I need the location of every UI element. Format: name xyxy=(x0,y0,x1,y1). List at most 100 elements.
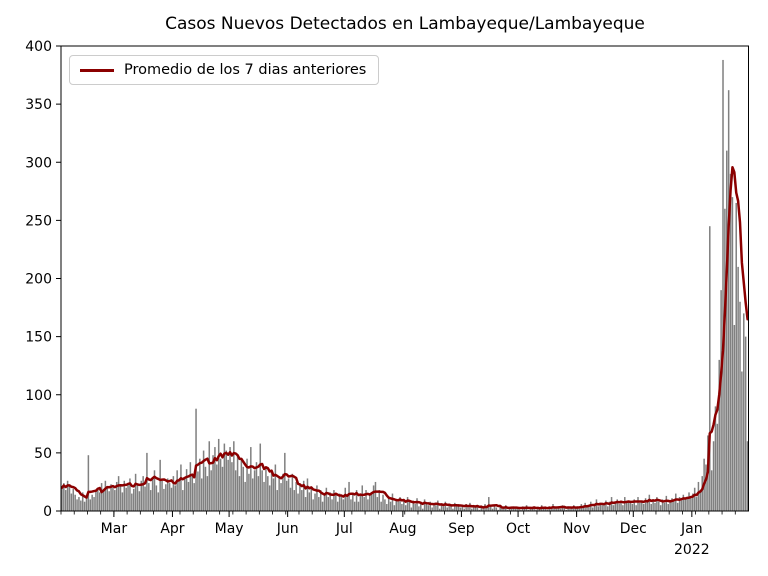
daily-cases-bar xyxy=(233,441,235,511)
daily-cases-bar xyxy=(482,508,484,511)
daily-cases-bar xyxy=(608,501,611,511)
daily-cases-bar xyxy=(121,492,124,511)
daily-cases-bar xyxy=(455,506,458,511)
daily-cases-bar xyxy=(406,497,409,511)
daily-cases-bar xyxy=(395,499,398,512)
daily-cases-bar xyxy=(648,494,651,511)
daily-cases-bar xyxy=(527,509,530,511)
daily-cases-bar xyxy=(214,447,216,511)
daily-cases-bar xyxy=(284,452,286,512)
daily-cases-bar xyxy=(661,499,664,512)
daily-cases-bar xyxy=(117,476,120,512)
daily-cases-bar xyxy=(471,508,473,511)
daily-cases-bar xyxy=(437,500,439,511)
daily-cases-bar xyxy=(478,509,481,511)
daily-cases-bar xyxy=(242,466,245,511)
daily-cases-bar xyxy=(95,490,97,511)
daily-cases-bar xyxy=(588,505,590,511)
daily-cases-bar xyxy=(333,490,335,511)
daily-cases-bar xyxy=(673,501,675,511)
x-axis: Mar Apr May Jun Jul Aug Sep Oct Nov Dec Jan 2022 xyxy=(101,511,710,558)
daily-cases-bar xyxy=(74,494,76,511)
daily-cases-bar xyxy=(66,480,69,511)
daily-cases-bar xyxy=(259,443,262,511)
daily-cases-bar xyxy=(127,483,129,511)
daily-cases-bar xyxy=(654,502,656,511)
daily-cases-bar xyxy=(444,501,447,511)
daily-cases-bar xyxy=(693,487,696,511)
daily-cases-bar xyxy=(369,494,371,511)
x-axis-tick-label: Aug xyxy=(389,521,416,537)
daily-cases-bar xyxy=(251,478,254,511)
x-axis-tick-label: Apr xyxy=(160,521,184,537)
daily-cases-bar xyxy=(344,487,347,511)
daily-cases-bar xyxy=(355,490,358,511)
daily-cases-bar xyxy=(737,266,739,512)
daily-cases-bar xyxy=(295,481,297,511)
daily-cases-bar xyxy=(267,476,269,512)
daily-cases-bar xyxy=(680,500,683,511)
daily-cases-bar xyxy=(601,505,603,511)
daily-cases-bar xyxy=(386,504,388,511)
daily-cases-bar xyxy=(210,470,212,511)
daily-cases-bar xyxy=(155,485,158,511)
daily-cases-bar xyxy=(599,502,601,511)
daily-cases-bar xyxy=(675,493,677,511)
daily-cases-bar xyxy=(174,485,177,511)
daily-cases-bar xyxy=(183,478,186,511)
daily-cases-bar xyxy=(450,505,452,511)
daily-cases-bar xyxy=(176,470,178,511)
daily-cases-bar xyxy=(612,505,615,511)
daily-cases-bar xyxy=(91,494,93,511)
daily-cases-bar xyxy=(138,491,141,511)
daily-cases-bar xyxy=(448,504,450,511)
x-axis-tick-label: Jun xyxy=(276,521,299,537)
daily-cases-bar xyxy=(172,476,175,512)
y-axis-tick-label: 100 xyxy=(25,388,52,404)
daily-cases-bar xyxy=(682,494,685,511)
daily-cases-bar xyxy=(423,499,426,512)
daily-cases-bar xyxy=(486,507,488,511)
daily-cases-bar xyxy=(72,488,75,511)
daily-cases-bar xyxy=(514,508,516,511)
x-axis-tick-label: Sep xyxy=(448,521,475,537)
daily-cases-bar xyxy=(282,473,284,511)
x-axis-tick-label: May xyxy=(215,521,244,537)
daily-cases-bar xyxy=(274,464,277,511)
daily-cases-bar xyxy=(178,480,180,511)
daily-cases-bar xyxy=(625,502,628,511)
daily-cases-bar xyxy=(114,490,116,511)
daily-cases-bar xyxy=(631,504,634,511)
daily-cases-bar xyxy=(265,466,267,511)
daily-cases-bar xyxy=(357,501,360,511)
daily-cases-bar xyxy=(199,458,201,511)
daily-cases-bar xyxy=(270,470,273,511)
plot-frame xyxy=(60,45,749,512)
daily-cases-bar xyxy=(399,497,401,511)
daily-cases-bar xyxy=(597,506,600,511)
daily-cases-bar xyxy=(544,507,547,511)
daily-cases-bar xyxy=(374,481,377,511)
daily-cases-bar xyxy=(142,476,144,512)
daily-cases-bar xyxy=(620,501,622,511)
daily-cases-bar xyxy=(310,487,313,511)
daily-cases-bar xyxy=(206,476,209,512)
x-axis-tick-label: Dec xyxy=(620,521,647,537)
daily-cases-bar xyxy=(64,490,67,511)
daily-cases-bar xyxy=(166,478,169,511)
daily-cases-bar xyxy=(340,497,343,511)
daily-cases-bar xyxy=(529,507,532,511)
daily-cases-bar xyxy=(115,481,118,511)
daily-cases-bar xyxy=(435,505,437,511)
daily-cases-bar xyxy=(312,499,314,512)
daily-cases-bar xyxy=(427,505,430,511)
daily-cases-bar xyxy=(727,90,730,512)
daily-cases-bar xyxy=(556,508,558,511)
daily-cases-bar xyxy=(593,504,596,511)
daily-cases-bar xyxy=(342,499,345,512)
daily-cases-bar xyxy=(325,487,328,511)
daily-cases-bar xyxy=(397,501,399,511)
x-axis-year-label: 2022 xyxy=(674,542,710,558)
daily-cases-bar xyxy=(465,504,467,511)
daily-cases-bar xyxy=(676,502,679,511)
